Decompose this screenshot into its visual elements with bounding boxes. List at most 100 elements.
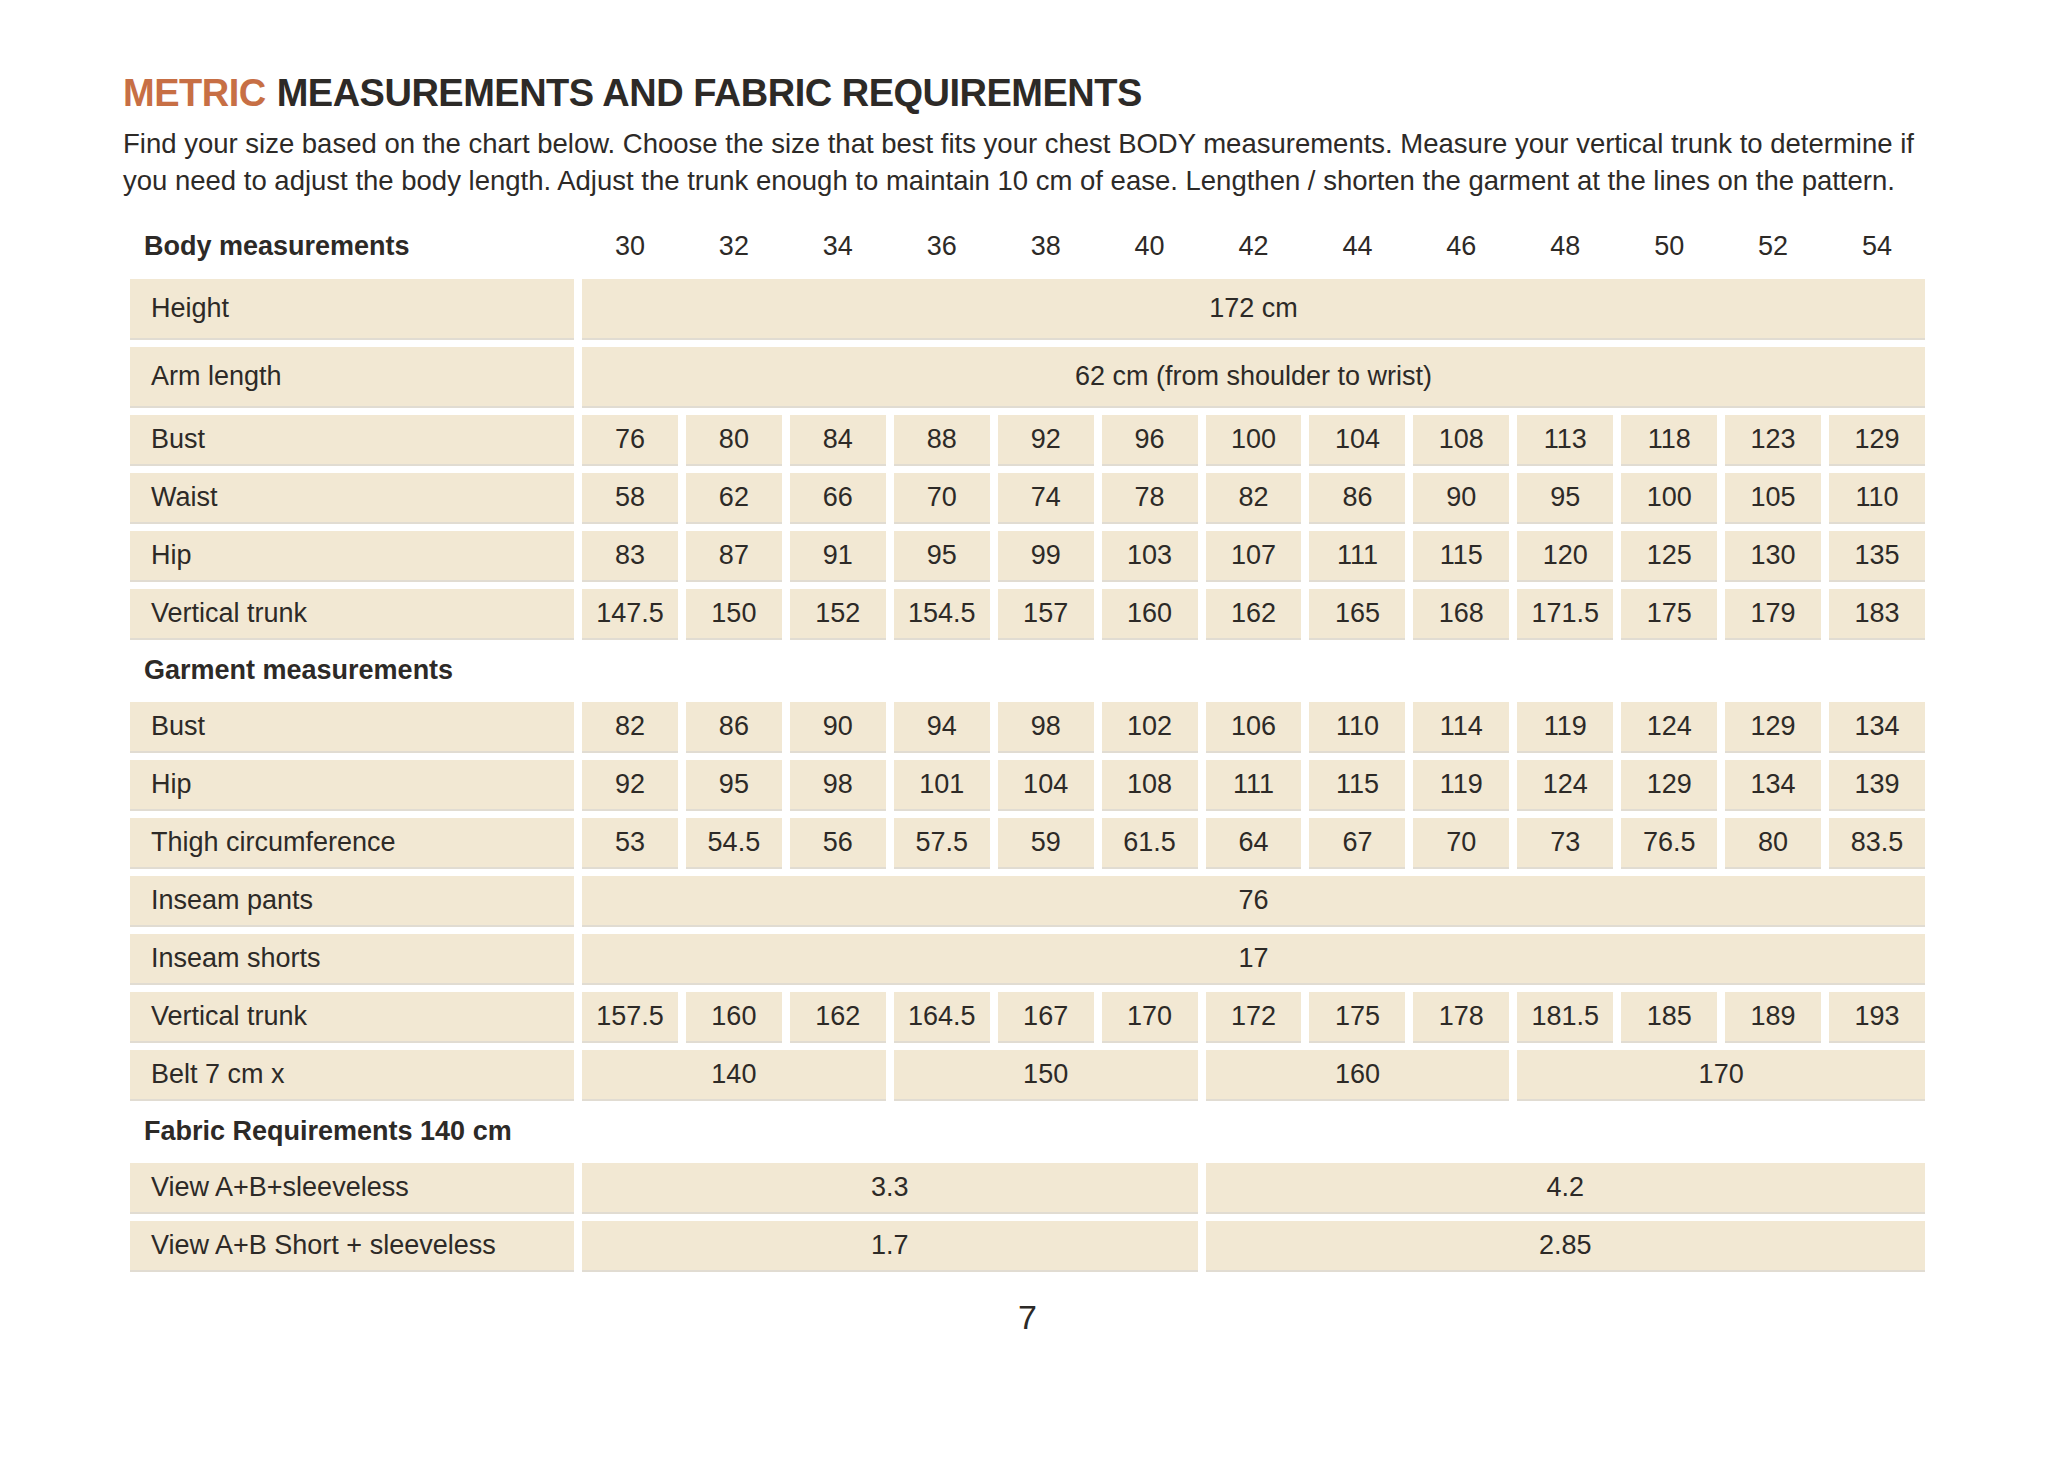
measurement-value: 129 (1725, 702, 1821, 751)
measurement-value: 124 (1621, 702, 1717, 751)
measurement-value: 94 (894, 702, 990, 751)
measurement-value: 129 (1621, 760, 1717, 809)
measurement-value: 62 (686, 473, 782, 522)
section-header: Fabric Requirements 140 cm (130, 1108, 1925, 1154)
measurement-value: 95 (1517, 473, 1613, 522)
table-row: Height172 cm (130, 279, 1925, 338)
measurement-value: 110 (1829, 473, 1925, 522)
size-header: 50 (1621, 225, 1717, 267)
measurement-value: 111 (1309, 531, 1405, 580)
measurement-value: 74 (998, 473, 1094, 522)
measurement-value: 119 (1413, 760, 1509, 809)
measurement-value: 62 cm (from shoulder to wrist) (582, 347, 1925, 406)
page-number: 7 (130, 1298, 1925, 1337)
measurement-value: 2.85 (1206, 1221, 1925, 1270)
table-row: Belt 7 cm x140150160170 (130, 1050, 1925, 1099)
measurement-value: 102 (1102, 702, 1198, 751)
measurement-value: 162 (1206, 589, 1302, 638)
measurement-value: 95 (686, 760, 782, 809)
measurement-value: 59 (998, 818, 1094, 867)
table-row: Hip929598101104108111115119124129134139 (130, 760, 1925, 809)
measurement-value: 124 (1517, 760, 1613, 809)
measurement-value: 98 (998, 702, 1094, 751)
intro-paragraph: Find your size based on the chart below.… (123, 125, 1925, 199)
row-label: Inseam shorts (130, 934, 574, 983)
table-row: Vertical trunk147.5150152154.51571601621… (130, 589, 1925, 638)
measurement-value: 53 (582, 818, 678, 867)
measurement-value: 3.3 (582, 1163, 1198, 1212)
measurement-value: 167 (998, 992, 1094, 1041)
measurement-value: 4.2 (1206, 1163, 1925, 1212)
measurement-value: 110 (1309, 702, 1405, 751)
size-header: 46 (1413, 225, 1509, 267)
measurement-value: 108 (1413, 415, 1509, 464)
measurement-value: 54.5 (686, 818, 782, 867)
section-header-row: Fabric Requirements 140 cm (130, 1108, 1925, 1154)
size-header: 40 (1102, 225, 1198, 267)
measurement-value: 118 (1621, 415, 1717, 464)
measurement-value: 115 (1309, 760, 1405, 809)
measurement-value: 115 (1413, 531, 1509, 580)
measurement-value: 90 (1413, 473, 1509, 522)
table-row: View A+B Short + sleeveless1.72.85 (130, 1221, 1925, 1270)
size-header: 54 (1829, 225, 1925, 267)
measurement-value: 80 (686, 415, 782, 464)
measurement-value: 76 (582, 876, 1925, 925)
size-table: Body measurements30323436384042444648505… (130, 225, 1925, 1270)
measurement-value: 98 (790, 760, 886, 809)
measurement-value: 104 (1309, 415, 1405, 464)
measurement-value: 129 (1829, 415, 1925, 464)
size-header: 30 (582, 225, 678, 267)
measurement-value: 140 (582, 1050, 886, 1099)
measurement-value: 64 (1206, 818, 1302, 867)
measurement-value: 189 (1725, 992, 1821, 1041)
table-row: Hip8387919599103107111115120125130135 (130, 531, 1925, 580)
measurement-value: 111 (1206, 760, 1302, 809)
measurement-value: 160 (1206, 1050, 1510, 1099)
measurement-value: 150 (686, 589, 782, 638)
measurement-value: 66 (790, 473, 886, 522)
measurement-value: 104 (998, 760, 1094, 809)
measurement-value: 171.5 (1517, 589, 1613, 638)
measurement-value: 175 (1309, 992, 1405, 1041)
table-row: View A+B+sleeveless3.34.2 (130, 1163, 1925, 1212)
measurement-value: 58 (582, 473, 678, 522)
measurement-value: 139 (1829, 760, 1925, 809)
measurement-value: 179 (1725, 589, 1821, 638)
measurement-value: 95 (894, 531, 990, 580)
table-row: Vertical trunk157.5160162164.51671701721… (130, 992, 1925, 1041)
row-label: Hip (130, 760, 574, 809)
measurement-value: 168 (1413, 589, 1509, 638)
measurement-value: 107 (1206, 531, 1302, 580)
size-header: 48 (1517, 225, 1613, 267)
title-highlight: METRIC (123, 72, 266, 114)
table-row: Arm length62 cm (from shoulder to wrist) (130, 347, 1925, 406)
size-header: 34 (790, 225, 886, 267)
measurement-value: 123 (1725, 415, 1821, 464)
measurement-value: 70 (894, 473, 990, 522)
measurement-value: 100 (1621, 473, 1717, 522)
size-header: 32 (686, 225, 782, 267)
row-label: Waist (130, 473, 574, 522)
measurement-value: 73 (1517, 818, 1613, 867)
body-measurements-label: Body measurements (130, 225, 574, 267)
size-header: 42 (1206, 225, 1302, 267)
measurement-value: 183 (1829, 589, 1925, 638)
measurement-value: 70 (1413, 818, 1509, 867)
measurement-value: 108 (1102, 760, 1198, 809)
size-header: 36 (894, 225, 990, 267)
measurement-value: 96 (1102, 415, 1198, 464)
measurement-value: 172 (1206, 992, 1302, 1041)
measurement-value: 76.5 (1621, 818, 1717, 867)
measurement-value: 83 (582, 531, 678, 580)
measurement-value: 170 (1517, 1050, 1925, 1099)
measurement-value: 87 (686, 531, 782, 580)
measurement-value: 99 (998, 531, 1094, 580)
measurement-value: 147.5 (582, 589, 678, 638)
document-page: METRICMEASUREMENTS AND FABRIC REQUIREMEN… (123, 72, 1925, 1337)
row-label: Height (130, 279, 574, 338)
size-header: 52 (1725, 225, 1821, 267)
measurement-value: 83.5 (1829, 818, 1925, 867)
measurement-value: 120 (1517, 531, 1613, 580)
measurement-value: 56 (790, 818, 886, 867)
